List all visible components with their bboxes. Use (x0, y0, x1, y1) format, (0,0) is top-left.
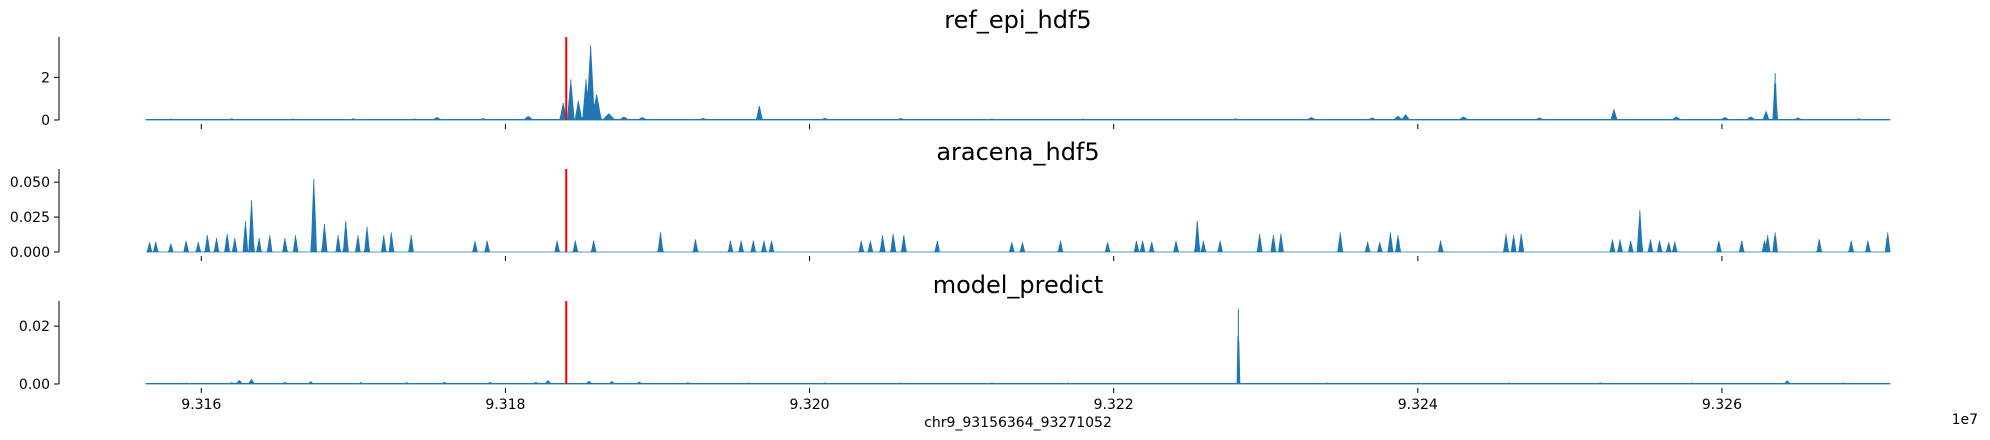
track-aracena_hdf5: aracena_hdf5 0.000 0.025 0.050 (10, 138, 1891, 261)
y-tick-label: 0.025 (10, 210, 50, 226)
x-tick-label: 9.324 (1398, 397, 1438, 413)
y-tick-label: 0.050 (10, 175, 50, 191)
track-title: ref_epi_hdf5 (944, 6, 1091, 34)
x-axis: 9.316 9.318 9.320 9.322 9.324 9.326 (181, 397, 1742, 413)
signal-area (145, 48, 1891, 121)
track-title: aracena_hdf5 (936, 138, 1099, 166)
track-model_predict: model_predict 0.00 0.02 (19, 271, 1891, 393)
track-title: model_predict (933, 271, 1104, 299)
x-offset-label: 1e7 (1952, 412, 1978, 428)
x-axis-label: chr9_93156364_93271052 (924, 415, 1112, 431)
y-tick-label: 0.000 (10, 245, 50, 261)
signal-area (146, 184, 1891, 253)
y-tick-label: 2 (41, 70, 50, 86)
x-tick-label: 9.320 (790, 397, 830, 413)
x-tick-label: 9.316 (181, 397, 221, 413)
x-tick-label: 9.326 (1702, 397, 1742, 413)
x-tick-label: 9.322 (1094, 397, 1134, 413)
track-ref_epi_hdf5: ref_epi_hdf5 0 2 (41, 6, 1891, 129)
signal-area (145, 335, 1891, 385)
y-tick-label: 0.00 (19, 377, 50, 393)
y-tick-label: 0 (41, 113, 50, 129)
x-tick-label: 9.318 (485, 397, 525, 413)
y-tick-label: 0.02 (19, 319, 50, 335)
tracks-container: ref_epi_hdf5 0 2 aracena_hdf5 0.000 0.025 0.05… (10, 6, 1891, 393)
